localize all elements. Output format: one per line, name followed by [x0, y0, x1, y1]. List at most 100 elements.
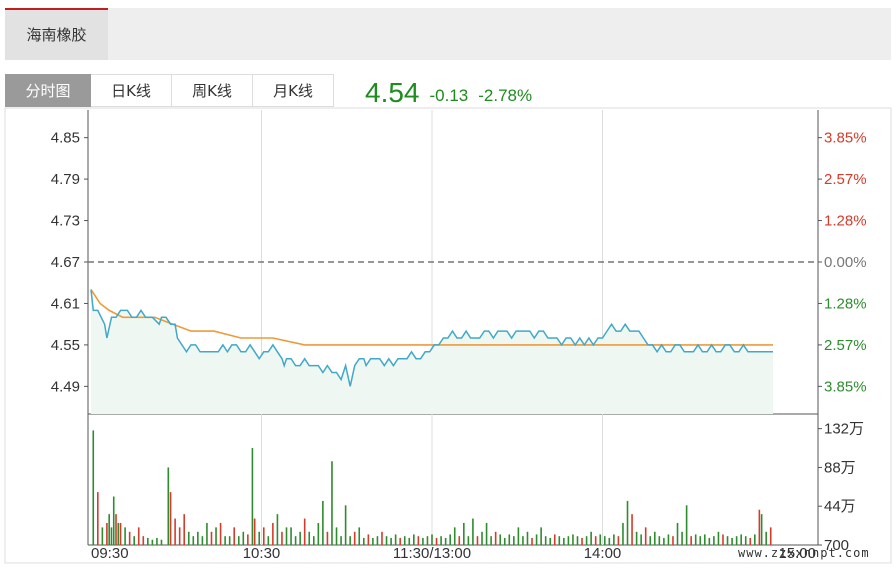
volume-bar	[476, 536, 479, 545]
volume-bar	[585, 536, 588, 545]
volume-bar	[363, 537, 365, 545]
volume-bar	[713, 536, 715, 545]
volume-tick-label: 44万	[824, 498, 856, 515]
price-change-percent: -2.78%	[478, 86, 533, 105]
volume-bar	[526, 531, 529, 545]
tab-weekly-k[interactable]: 周K线	[172, 74, 253, 107]
volume-bar	[740, 534, 742, 545]
volume-bar	[499, 534, 501, 545]
quote-panel: 4.54 -0.13 -2.78%	[365, 74, 532, 108]
volume-bar	[435, 537, 438, 545]
volume-bar	[431, 534, 433, 545]
volume-bar	[233, 527, 236, 545]
volume-bar	[769, 527, 772, 545]
volume-bar	[285, 527, 288, 545]
volume-bar	[699, 536, 702, 545]
volume-bar	[558, 536, 561, 545]
volume-bar	[326, 531, 329, 545]
volume-bar	[676, 522, 679, 545]
volume-bar	[106, 522, 108, 545]
volume-bar	[381, 531, 383, 545]
volume-bar	[490, 536, 492, 545]
volume-bar	[262, 527, 265, 545]
volume-bar	[617, 536, 620, 545]
volume-bar	[197, 531, 199, 545]
volume-bar	[481, 531, 483, 545]
volume-bar	[599, 534, 602, 545]
time-tick-label: 14:00	[584, 545, 622, 562]
volume-bar	[349, 536, 351, 545]
stock-name-tab[interactable]: 海南橡胶	[5, 8, 108, 60]
tab-daily-k[interactable]: 日K线	[91, 74, 172, 107]
volume-bar	[422, 537, 424, 545]
volume-bar	[635, 531, 638, 545]
volume-bar	[544, 536, 547, 545]
volume-bar	[535, 534, 538, 545]
volume-bar	[272, 522, 274, 545]
percent-tick-label: 2.57%	[824, 171, 867, 188]
volume-bar	[760, 514, 763, 545]
percent-tick-label: 0.00%	[824, 254, 867, 271]
volume-bar	[685, 505, 688, 545]
volume-bar	[681, 531, 683, 545]
volume-bar	[137, 527, 140, 545]
stock-header-bar: 海南橡胶	[5, 8, 891, 60]
volume-bar	[108, 514, 110, 545]
volume-bar	[247, 534, 249, 545]
volume-bar	[717, 531, 720, 545]
volume-tick-label: 88万	[824, 459, 856, 476]
volume-bar	[160, 539, 163, 545]
volume-bar	[151, 539, 154, 545]
volume-bar	[485, 522, 488, 545]
last-price: 4.54	[365, 77, 420, 108]
percent-tick-label: 3.85%	[824, 130, 867, 147]
volume-bar	[622, 522, 624, 545]
price-tick-label: 4.61	[51, 295, 80, 312]
volume-bar	[97, 492, 99, 545]
volume-bar	[376, 536, 379, 545]
volume-bar	[494, 531, 497, 545]
volume-bar	[119, 522, 122, 545]
watermark: www.zzxxnnpt.com	[738, 546, 870, 560]
volume-bar	[344, 505, 347, 545]
volume-bar	[722, 534, 724, 545]
price-tick-label: 4.79	[51, 171, 80, 188]
volume-bar	[517, 527, 520, 545]
volume-bar	[187, 531, 190, 545]
volume-bar	[649, 536, 652, 545]
volume-bar	[603, 536, 606, 545]
volume-bar	[758, 509, 761, 545]
volume-bar	[563, 537, 565, 545]
volume-bar	[372, 537, 374, 545]
volume-bar	[744, 536, 747, 545]
tab-intraday[interactable]: 分时图	[5, 74, 91, 107]
volume-bar	[549, 537, 552, 545]
volume-bar	[390, 537, 392, 545]
chart-frame	[4, 107, 892, 564]
volume-bar	[408, 537, 411, 545]
volume-bar	[206, 522, 208, 545]
volume-bar	[576, 536, 579, 545]
price-line	[90, 289, 773, 387]
volume-bar	[124, 527, 126, 545]
volume-bar	[540, 527, 542, 545]
chart-tabs: 分时图 日K线 周K线 月K线	[5, 74, 334, 108]
volume-bar	[335, 527, 338, 545]
volume-bar	[115, 514, 117, 545]
volume-bar	[508, 534, 511, 545]
volume-bar	[735, 536, 738, 545]
tab-monthly-k[interactable]: 月K线	[253, 74, 334, 107]
volume-bar	[251, 448, 254, 545]
volume-bar	[626, 500, 629, 545]
volume-bar	[183, 514, 186, 545]
volume-bar	[215, 527, 217, 545]
volume-bar	[553, 534, 556, 545]
volume-bar	[385, 536, 388, 545]
volume-bar	[567, 536, 570, 545]
volume-bar	[312, 536, 315, 545]
volume-bar	[276, 514, 279, 545]
volume-bar	[458, 536, 461, 545]
volume-bar	[210, 531, 213, 545]
volume-bar	[644, 527, 647, 545]
volume-bar	[513, 536, 515, 545]
